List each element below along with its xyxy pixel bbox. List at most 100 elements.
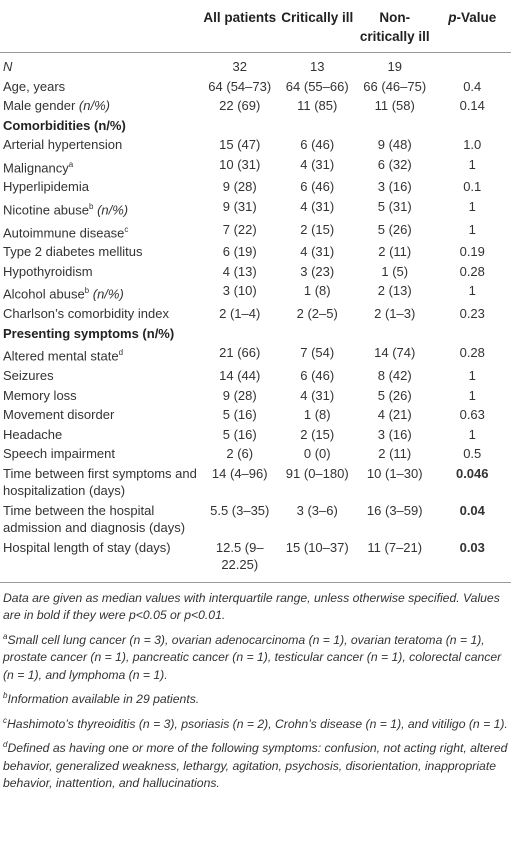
row-label: Movement disorder — [0, 405, 201, 425]
cell-value: 11 (85) — [297, 98, 338, 113]
cell-value: 1 — [468, 426, 476, 442]
cell-value: 2 (1–4) — [219, 306, 261, 322]
cell: 2 (11) — [356, 242, 434, 262]
footnote-text: Information available in 29 patients. — [7, 692, 200, 707]
label-text: Alcohol abuse — [3, 286, 85, 302]
cell-value: 19 — [387, 59, 402, 74]
cell: 2 (6) — [201, 444, 279, 464]
cell: 2 (13) — [356, 281, 434, 304]
cell: 4 (31) — [279, 242, 357, 262]
cell-value: 4 (31) — [300, 244, 335, 260]
cell-value: 6 (46) — [300, 137, 335, 152]
cell-value: 32 — [232, 59, 247, 74]
label-text: Charlson’s comorbidity index — [3, 306, 169, 322]
label-text: Time between first symptoms and hospital… — [3, 465, 197, 499]
cell: 5 (26) — [356, 220, 434, 243]
header-text: -Value — [456, 10, 497, 25]
cell-value: 5 (26) — [377, 387, 412, 403]
cell: 6 (19) — [201, 242, 279, 262]
cell-value: 0.046 — [455, 465, 489, 481]
data-row: Time between first symptoms and hospital… — [0, 464, 511, 501]
label-text: Seizures — [3, 368, 54, 384]
cell-value: 1 (5) — [381, 263, 409, 279]
cell-value: 4 (31) — [300, 156, 335, 172]
cell: 5 (16) — [201, 425, 279, 445]
cell: 1 — [434, 220, 511, 243]
data-row: Memory loss 9 (28) 4 (31) 5 (26) 1 — [0, 386, 511, 406]
data-row: Alcohol abuseb (n/%) 3 (10) 1 (8) 2 (13) 1 — [0, 281, 511, 304]
row-label: Malignancya — [0, 155, 201, 178]
label-text: Malignancy — [3, 159, 69, 175]
cell: 5 (16) — [201, 405, 279, 425]
column-header: All patients — [201, 0, 279, 53]
row-label: Hospital length of stay (days) — [0, 538, 201, 583]
cell: 2 (1–3) — [356, 304, 434, 324]
row-label: Nicotine abuseb (n/%) — [0, 197, 201, 220]
cell-value: 4 (21) — [377, 407, 412, 423]
cell: 1 — [434, 281, 511, 304]
cell-value: 9 (48) — [377, 137, 412, 152]
cell: 1 — [434, 366, 511, 386]
cell: 7 (22) — [201, 220, 279, 243]
cell-value: 21 (66) — [219, 345, 261, 361]
cell-value: 0.4 — [463, 78, 482, 94]
cell-value: 1 — [468, 368, 476, 384]
cell: 16 (3–59) — [356, 501, 434, 538]
cell: 4 (31) — [279, 386, 357, 406]
cell-value: 4 (31) — [300, 198, 335, 214]
cell: 9 (28) — [201, 386, 279, 406]
row-label: Speech impairment — [0, 444, 201, 464]
footnote-text: Hashimoto’s thyreoiditis (n = 3), psoria… — [7, 716, 508, 731]
row-label: Age, years — [0, 77, 201, 97]
cell-value: 91 (0–180) — [285, 465, 349, 481]
cell-value: 1 (8) — [303, 283, 331, 299]
cell-value: 9 (28) — [222, 179, 257, 195]
cell: 0.14 — [434, 96, 511, 116]
cell-value: 64 (55–66) — [285, 78, 349, 94]
cell — [434, 53, 511, 77]
cell-value: 1 — [468, 283, 476, 299]
cell: 14 (44) — [201, 366, 279, 386]
section-label: Presenting symptoms (n/%) — [3, 325, 175, 341]
label-text: Hyperlipidemia — [3, 179, 89, 195]
cell-value: 0 (0) — [303, 446, 331, 462]
cell: 64 (55–66) — [279, 77, 357, 97]
row-label: Seizures — [0, 366, 201, 386]
row-label: Autoimmune diseasec — [0, 220, 201, 243]
footnote: cHashimoto’s thyreoiditis (n = 3), psori… — [3, 712, 508, 734]
data-row: Seizures 14 (44) 6 (46) 8 (42) 1 — [0, 366, 511, 386]
footnote: dDefined as having one or more of the fo… — [3, 736, 508, 793]
cell: 32 — [201, 53, 279, 77]
data-row: Time between the hospital admission and … — [0, 501, 511, 538]
cell-value: 0.23 — [459, 306, 485, 322]
data-row: Autoimmune diseasec 7 (22) 2 (15) 5 (26) 1 — [0, 220, 511, 243]
data-row: Charlson’s comorbidity index 2 (1–4) 2 (2–… — [0, 304, 511, 324]
cell-value: 11 (7–21) — [367, 539, 423, 555]
cell-value: 2 (13) — [377, 283, 412, 299]
cell-value: 1 — [468, 387, 476, 403]
label-suffix: (n/%) — [78, 98, 110, 113]
cell: 1.0 — [434, 135, 511, 155]
label-text: Male gender — [3, 98, 76, 113]
footnotes: Data are given as median values with int… — [0, 583, 511, 793]
footnote-mark: d — [118, 348, 124, 358]
cell: 91 (0–180) — [279, 464, 357, 501]
column-header: Critically ill — [279, 0, 357, 53]
label-text: Arterial hypertension — [3, 137, 123, 152]
row-label: Altered mental stated — [0, 343, 201, 366]
cell-value: 10 (31) — [219, 156, 261, 172]
data-row: Male gender (n/%) 22 (69) 11 (85) 11 (58) 0.… — [0, 96, 511, 116]
cell: 9 (48) — [356, 135, 434, 155]
table-body: N 32 13 19 Age, years 64 (54–73) 64 (55–66) 66 … — [0, 53, 511, 583]
cell: 5 (26) — [356, 386, 434, 406]
data-row: Malignancya 10 (31) 4 (31) 6 (32) 1 — [0, 155, 511, 178]
footnote-mark: b — [84, 286, 90, 296]
cell-value: 8 (42) — [377, 368, 412, 384]
cell-value: 0.04 — [459, 502, 485, 518]
cell-value: 10 (1–30) — [366, 465, 423, 481]
label-text: Type 2 diabetes mellitus — [3, 244, 143, 260]
cell-value: 2 (11) — [378, 244, 412, 260]
footnote-mark: c — [124, 224, 129, 234]
cell: 21 (66) — [201, 343, 279, 366]
row-label: Male gender (n/%) — [0, 96, 201, 116]
